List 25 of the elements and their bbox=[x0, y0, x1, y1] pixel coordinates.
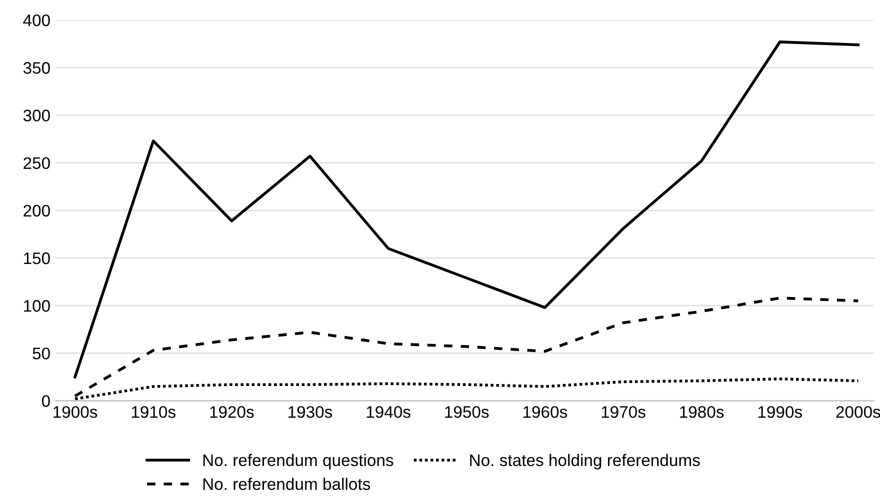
x-tick-label: 1910s bbox=[132, 406, 176, 418]
x-tick-label: 2000s bbox=[836, 406, 880, 418]
legend-label: No. referendum questions bbox=[203, 454, 394, 470]
x-tick-label: 1940s bbox=[366, 406, 410, 418]
y-tick-label: 100 bbox=[24, 300, 50, 312]
x-tick-label: 1950s bbox=[445, 406, 489, 418]
x-tick-label: 1970s bbox=[602, 406, 646, 418]
y-tick-label: 350 bbox=[23, 62, 50, 74]
y-tick-label: 50 bbox=[32, 348, 50, 360]
y-tick-label: 300 bbox=[23, 110, 50, 122]
x-tick-label: 1930s bbox=[288, 406, 332, 418]
x-tick-label: 1960s bbox=[523, 406, 568, 418]
y-tick-label: 200 bbox=[24, 204, 50, 217]
legend-label: No. states holding referendums bbox=[470, 454, 700, 470]
y-tick-label: 0 bbox=[42, 395, 50, 408]
line-series bbox=[74, 40, 860, 378]
x-tick-label: 1920s bbox=[210, 406, 254, 418]
y-tick-label: 250 bbox=[24, 157, 50, 170]
y-tick-label: 150 bbox=[24, 252, 50, 264]
line-series bbox=[74, 296, 860, 398]
y-tick-label: 400 bbox=[23, 14, 50, 26]
x-tick-label: 1980s bbox=[680, 406, 724, 418]
x-tick-label: 1990s bbox=[758, 406, 802, 418]
x-tick-label: 1900s bbox=[54, 406, 98, 418]
legend-label: No. referendum ballots bbox=[203, 478, 370, 490]
